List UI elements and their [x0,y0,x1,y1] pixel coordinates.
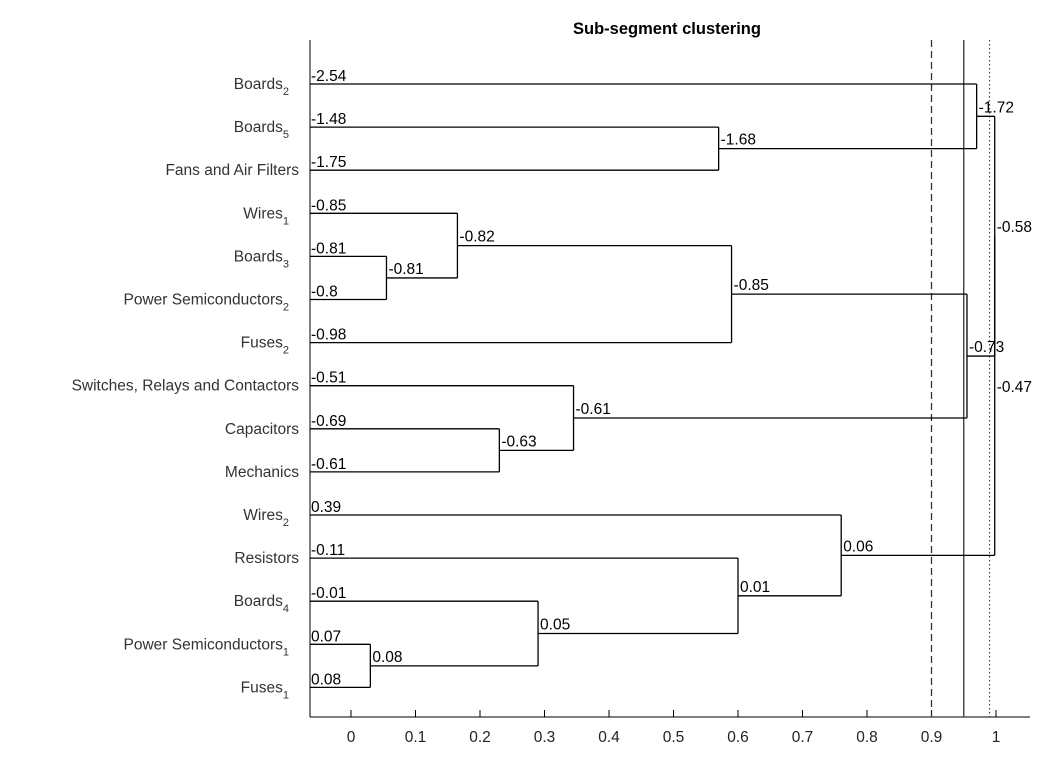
merge-value-label: 0.06 [843,538,873,555]
leaf-label: Resistors [234,550,299,567]
leaf-label-subscript: 1 [283,689,289,701]
leaf-value-label: -0.85 [311,197,346,214]
merge-value-label: -0.63 [501,433,536,450]
leaf-label-subscript: 2 [283,302,289,314]
leaf-label-subscript: 3 [283,258,289,270]
leaf-value-label: -0.61 [311,456,346,473]
leaf-label: Mechanics [225,464,299,481]
merge-value-label: -0.47 [997,379,1032,396]
leaf-label: Switches, Relays and Contactors [72,378,300,395]
merge-value-label: -1.72 [979,99,1014,116]
leaf-label-subscript: 2 [283,345,289,357]
merge-value-label: -0.81 [388,261,423,278]
leaf-value-label: -1.75 [311,154,346,171]
leaf-label: Capacitors [225,421,299,438]
x-tick-label: 0.4 [598,729,620,746]
leaf-value-label: -0.81 [311,240,346,257]
x-tick-label: 0.2 [469,729,491,746]
merge-value-label: -0.82 [459,229,494,246]
merge-value-label: 0.05 [540,617,570,634]
merge-value-label: -0.73 [969,339,1004,356]
x-tick-label: 0.5 [663,729,685,746]
leaf-label: Boards3 [234,248,289,270]
leaf-value-label: 0.39 [311,499,341,516]
leaf-label: Boards2 [234,76,289,98]
chart-title: Sub-segment clustering [573,20,761,38]
merge-value-label: -0.85 [734,277,769,294]
merge-value-label: -0.58 [997,219,1032,236]
x-tick-label: 0.3 [534,729,556,746]
leaf-label: Power Semiconductors1 [124,636,290,658]
leaf-value-label: -0.8 [311,284,338,301]
leaf-label: Fuses1 [241,679,289,701]
leaf-value-label: -2.54 [311,68,347,85]
merge-value-label: -1.68 [721,132,756,149]
leaf-value-label: -0.51 [311,370,346,387]
leaf-label: Wires2 [243,507,289,529]
leaf-label: Fans and Air Filters [165,162,299,179]
merge-value-label: -0.61 [576,401,611,418]
leaf-value-label: -0.01 [311,585,346,602]
x-tick-label: 1 [992,729,1001,746]
leaf-label: Wires1 [243,205,289,227]
x-tick-label: 0.7 [792,729,814,746]
leaf-value-label: -0.69 [311,413,346,430]
x-tick-label: 0 [347,729,356,746]
leaf-label-subscript: 2 [283,517,289,529]
leaf-label: Power Semiconductors2 [124,292,290,314]
leaf-label: Boards4 [234,593,289,615]
leaf-value-label: -1.48 [311,111,346,128]
leaf-value-label: -0.11 [311,542,345,559]
leaf-label-subscript: 1 [283,215,289,227]
leaf-label-subscript: 4 [283,603,289,615]
leaf-label: Fuses2 [241,335,289,357]
leaf-value-label: -0.98 [311,327,346,344]
merge-value-label: 0.01 [740,579,770,596]
leaf-label-subscript: 1 [283,646,289,658]
leaf-value-label: 0.08 [311,671,341,688]
leaf-label-subscript: 5 [283,129,289,141]
x-tick-label: 0.6 [727,729,749,746]
x-tick-label: 0.1 [405,729,427,746]
merge-value-label: 0.08 [372,649,402,666]
x-tick-label: 0.9 [921,729,943,746]
leaf-label: Boards5 [234,119,289,141]
leaf-value-label: 0.07 [311,628,341,645]
x-tick-label: 0.8 [856,729,878,746]
leaf-label-subscript: 2 [283,86,289,98]
plot-area: 0 0.1 0.2 0.3 0.4 0.5 0.6 0.7 0.8 0.9 1 Boards2 -2.5… [72,40,1032,746]
